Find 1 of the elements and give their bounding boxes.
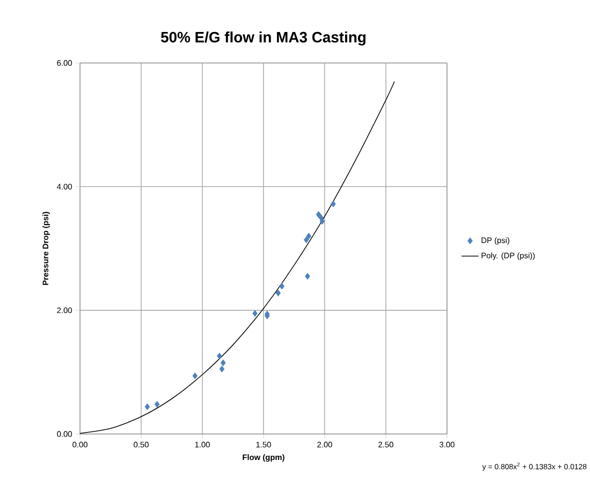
chart-title: 50% E/G flow in MA3 Casting [161, 31, 366, 46]
